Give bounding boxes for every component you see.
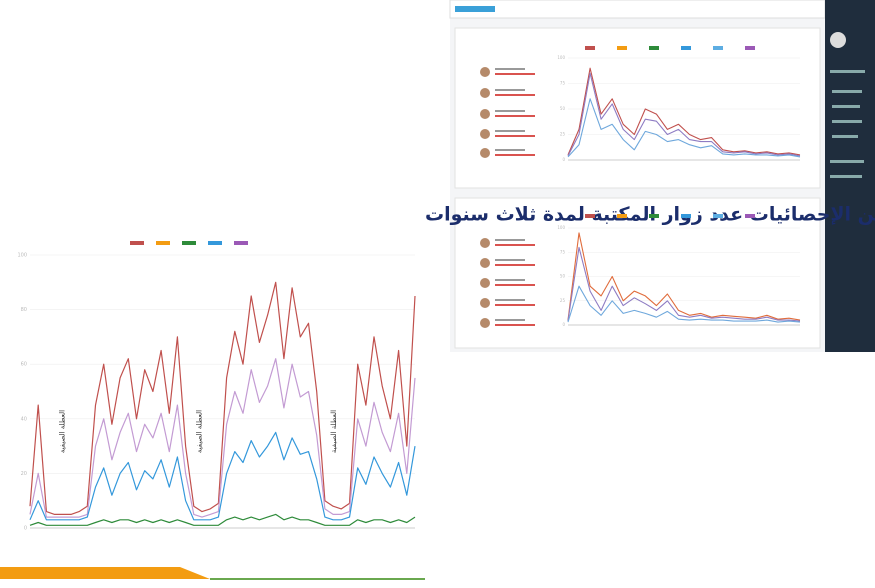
y-tick-label: 50 bbox=[560, 274, 566, 279]
y-tick-label: 0 bbox=[562, 157, 565, 162]
series-line bbox=[567, 246, 801, 322]
legend-swatch bbox=[208, 241, 222, 245]
legend-swatch bbox=[713, 46, 723, 50]
y-tick-label: 100 bbox=[17, 253, 27, 259]
legend-swatch bbox=[681, 46, 691, 50]
series-line bbox=[567, 232, 801, 321]
contact-list bbox=[480, 67, 535, 328]
top-bar bbox=[449, 0, 826, 19]
series-line bbox=[29, 281, 416, 515]
y-tick-label: 80 bbox=[21, 307, 27, 313]
legend-swatch bbox=[617, 46, 627, 50]
series-line bbox=[567, 67, 801, 156]
y-tick-label: 40 bbox=[21, 416, 27, 422]
y-tick-label: 100 bbox=[557, 55, 565, 60]
y-tick-label: 60 bbox=[21, 362, 27, 368]
series-line bbox=[29, 513, 416, 526]
y-tick-label: 75 bbox=[560, 249, 566, 254]
y-tick-label: 25 bbox=[560, 132, 566, 137]
legend-swatch bbox=[649, 46, 659, 50]
series-line bbox=[29, 431, 416, 521]
avatar bbox=[830, 32, 846, 48]
y-tick-label: 0 bbox=[24, 526, 27, 532]
y-tick-label: 25 bbox=[560, 298, 566, 303]
legend-swatch bbox=[713, 214, 723, 218]
annotation: العطلة الصيفية bbox=[59, 410, 67, 453]
y-tick-label: 20 bbox=[21, 471, 27, 477]
legend-swatch bbox=[156, 241, 170, 245]
legend-swatch bbox=[234, 241, 248, 245]
legend-swatch bbox=[745, 46, 755, 50]
footer-bar bbox=[0, 567, 180, 579]
legend-swatch bbox=[681, 214, 691, 218]
legend-swatch bbox=[585, 46, 595, 50]
y-tick-label: 100 bbox=[557, 225, 565, 230]
panel bbox=[454, 197, 821, 349]
sidebar-menu bbox=[830, 70, 865, 178]
annotation: العطلة الصيفية bbox=[330, 410, 338, 453]
series-line bbox=[567, 72, 801, 157]
series-line bbox=[567, 98, 801, 158]
legend-swatch bbox=[130, 241, 144, 245]
legend-swatch bbox=[617, 214, 627, 218]
annotation: العطلة الصيفية bbox=[195, 410, 203, 453]
panel bbox=[454, 27, 821, 189]
y-tick-label: 75 bbox=[560, 81, 566, 86]
series-line bbox=[567, 285, 801, 323]
y-tick-label: 0 bbox=[562, 322, 565, 327]
legend-swatch bbox=[649, 214, 659, 218]
y-tick-label: 50 bbox=[560, 106, 566, 111]
badge bbox=[455, 6, 495, 12]
legend-swatch bbox=[585, 214, 595, 218]
series-line bbox=[29, 358, 416, 518]
legend-swatch bbox=[745, 214, 755, 218]
legend-swatch bbox=[182, 241, 196, 245]
footer-bar bbox=[180, 567, 210, 579]
